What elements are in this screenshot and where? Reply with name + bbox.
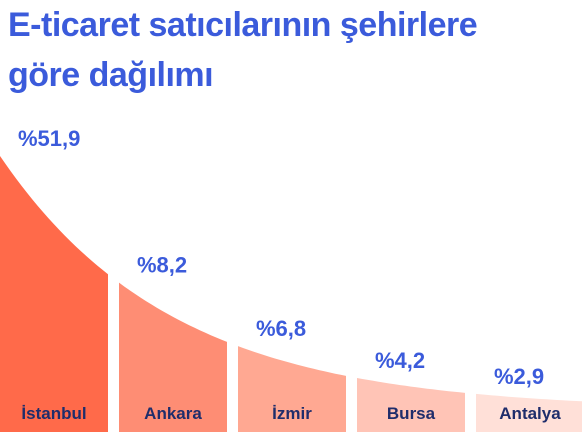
segment-i̇stanbul: [0, 156, 108, 432]
category-label: Antalya: [499, 404, 561, 423]
chart-title: E-ticaret satıcılarının şehirlere göre d…: [8, 0, 578, 100]
value-label: %51,9: [18, 126, 80, 151]
value-label: %6,8: [256, 316, 306, 341]
category-label: İstanbul: [21, 404, 86, 423]
category-label: Ankara: [144, 404, 202, 423]
chart-title-line-1: E-ticaret satıcılarının şehirlere: [8, 6, 478, 44]
segment-bursa: [357, 377, 465, 432]
segment-antalya: [476, 393, 582, 432]
chart-title-line-2: göre dağılımı: [8, 56, 214, 94]
segment-ankara: [119, 282, 227, 432]
chart-labels: %51,9 İstanbul %8,2 Ankara %6,8 İzmir %4,2 Burs…: [18, 126, 561, 423]
value-label: %8,2: [137, 253, 187, 278]
category-label: Bursa: [387, 404, 436, 423]
segment-i̇zmir: [238, 346, 346, 432]
value-label: %2,9: [494, 364, 544, 389]
category-label: İzmir: [272, 404, 312, 423]
chart-segments: [0, 156, 582, 432]
value-label: %4,2: [375, 348, 425, 373]
